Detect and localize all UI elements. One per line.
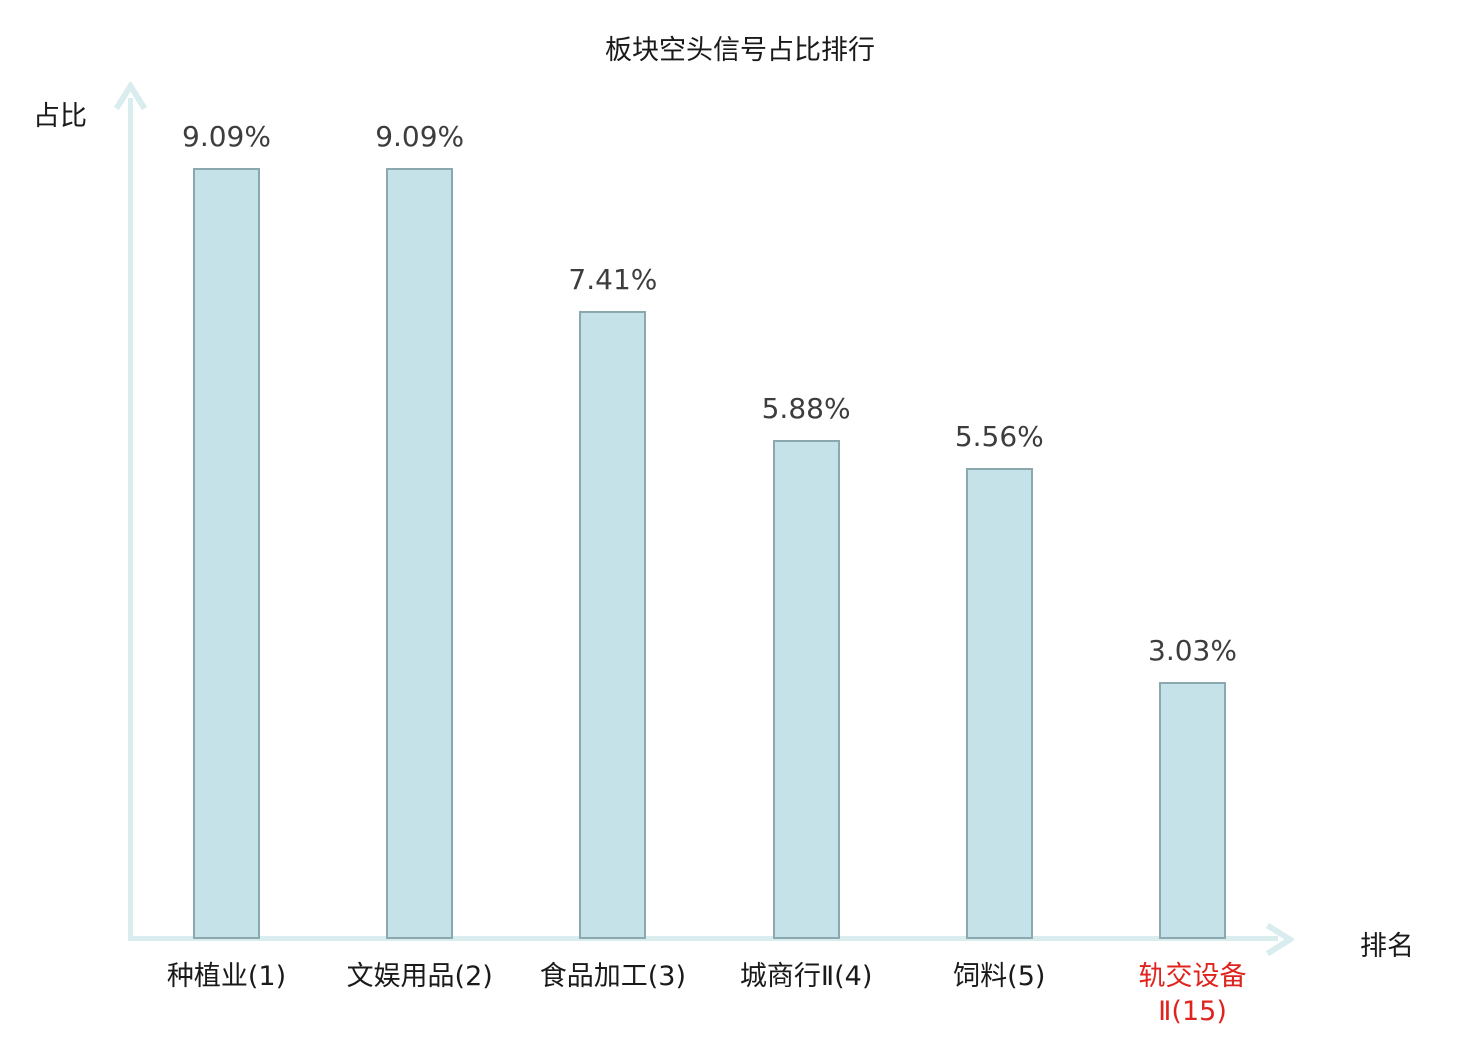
bar <box>772 440 840 939</box>
x-tick-label: 轨交设备 Ⅱ(15) <box>1138 961 1247 1027</box>
bar <box>386 168 454 939</box>
x-axis <box>128 936 1278 941</box>
x-tick-label: 种植业(1) <box>166 961 287 992</box>
y-axis <box>128 98 133 941</box>
bar-value-label: 5.88% <box>761 392 851 425</box>
bar <box>1159 682 1226 939</box>
bar <box>579 311 647 939</box>
x-tick-label: 饲料(5) <box>953 961 1046 992</box>
x-axis-label: 排名 <box>1360 931 1414 962</box>
x-axis-arrow-icon <box>1266 923 1294 956</box>
bar <box>193 168 260 939</box>
bar-value-label: 9.09% <box>375 120 465 153</box>
bar-value-label: 9.09% <box>182 120 271 153</box>
x-tick-label: 城商行Ⅱ(4) <box>739 961 873 992</box>
y-axis-arrow-icon <box>114 82 147 110</box>
bar-value-label: 5.56% <box>954 420 1044 453</box>
bar <box>965 468 1033 939</box>
bar-value-label: 3.03% <box>1148 634 1237 667</box>
bar-value-label: 7.41% <box>568 263 658 296</box>
x-tick-label: 食品加工(3) <box>539 961 687 992</box>
y-axis-label: 占比 <box>33 101 87 132</box>
x-tick-label: 文娱用品(2) <box>346 961 493 992</box>
chart-title: 板块空头信号占比排行 <box>605 35 875 66</box>
